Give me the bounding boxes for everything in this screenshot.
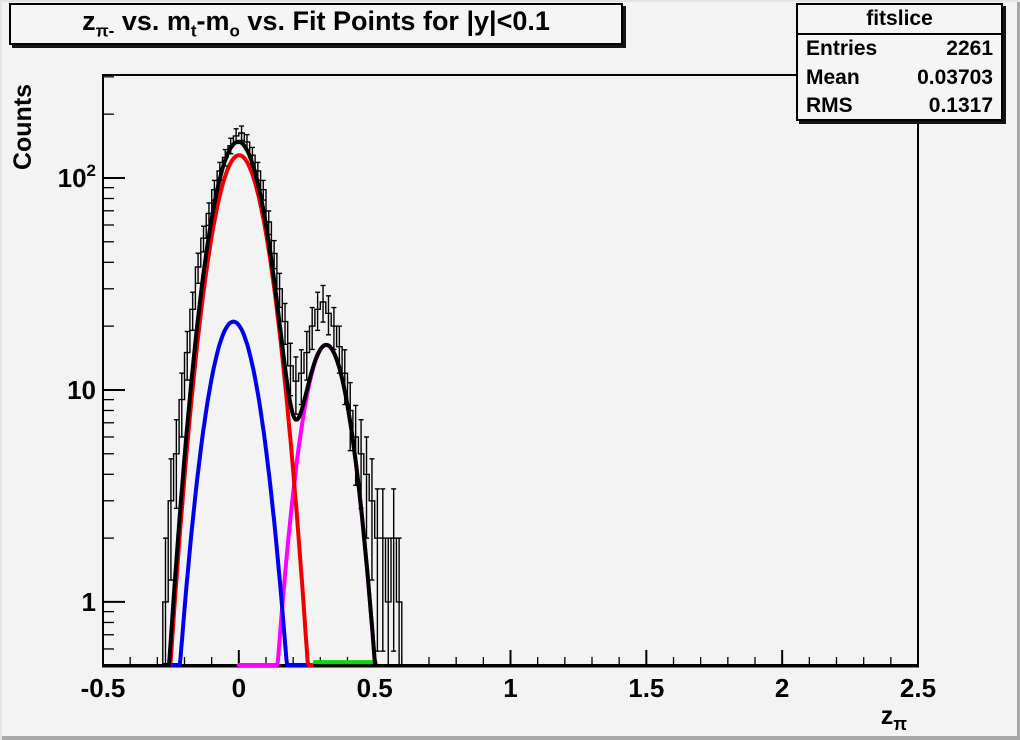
title-subscript: o bbox=[229, 21, 240, 41]
stats-rows: Entries 2261 Mean 0.03703 RMS 0.1317 bbox=[798, 35, 1001, 121]
title-subscript: t bbox=[190, 21, 197, 41]
y-tick-label: 1 bbox=[82, 587, 96, 617]
x-tick-label: 0.5 bbox=[357, 673, 393, 703]
y-axis-title: Counts bbox=[9, 84, 37, 170]
stats-title: fitslice bbox=[798, 5, 1001, 35]
x-axis-title: zπ bbox=[881, 702, 908, 734]
plot-title-box: zπ- vs. mt-mo vs. Fit Points for |y|<0.1 bbox=[9, 3, 623, 45]
y-tick-label: 102 bbox=[58, 161, 96, 193]
x-tick-label: -0.5 bbox=[81, 673, 126, 703]
x-axis: -0.5 0 0.5 1 1.5 2 2.5zπ bbox=[81, 650, 936, 734]
x-tick-label: 2 bbox=[775, 673, 789, 703]
stats-value: 2261 bbox=[946, 37, 993, 61]
stats-row: RMS 0.1317 bbox=[798, 92, 1001, 121]
histogram-series bbox=[162, 125, 403, 665]
x-tick-label: 2.5 bbox=[900, 673, 936, 703]
title-text-segment: vs. m bbox=[114, 6, 191, 37]
x-tick-label: 1 bbox=[503, 673, 517, 703]
plot-title: zπ- vs. mt-mo vs. Fit Points for |y|<0.1 bbox=[82, 6, 550, 41]
title-text-segment: -m bbox=[196, 6, 230, 37]
title-text-segment: vs. Fit Points for |y|<0.1 bbox=[239, 6, 550, 37]
x-tick-label: 1.5 bbox=[628, 673, 664, 703]
stats-box: fitslice Entries 2261 Mean 0.03703 RMS 0.1317 bbox=[796, 3, 1003, 121]
stats-label: RMS bbox=[806, 94, 853, 118]
title-subscript: π- bbox=[95, 21, 115, 41]
title-text-segment: z bbox=[82, 6, 96, 37]
fit-secondary-blue bbox=[169, 319, 314, 667]
stats-label: Entries bbox=[806, 37, 878, 61]
stats-label: Mean bbox=[806, 65, 860, 89]
histogram-outline bbox=[162, 132, 403, 665]
stats-value: 0.1317 bbox=[928, 94, 993, 118]
stats-row: Entries 2261 bbox=[798, 35, 1001, 64]
y-axis: 1 10 102 Counts bbox=[9, 76, 125, 650]
stats-value: 0.03703 bbox=[917, 65, 993, 89]
y-tick-label: 10 bbox=[67, 375, 96, 405]
stats-row: Mean 0.03703 bbox=[798, 64, 1001, 93]
x-tick-label: 0 bbox=[232, 673, 246, 703]
